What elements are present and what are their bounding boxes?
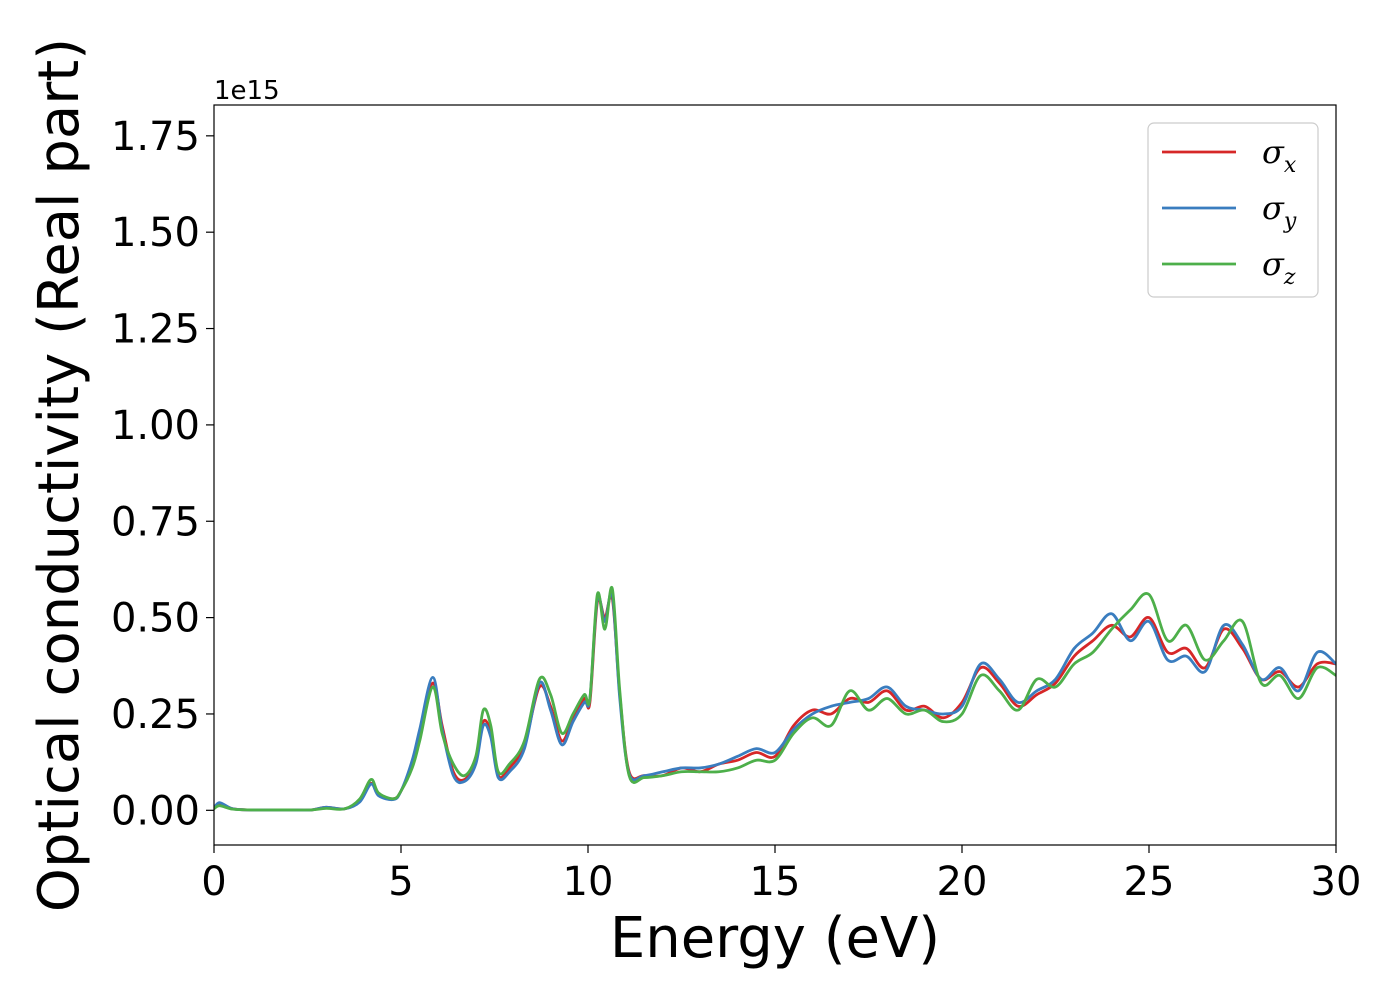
- series-line-y: [214, 590, 1336, 812]
- y-tick-label: 0.75: [111, 499, 200, 545]
- y-tick-label: 0.50: [111, 596, 200, 642]
- x-tick-label: 10: [563, 859, 614, 905]
- x-tick-label: 30: [1311, 859, 1362, 905]
- x-axis-label: Energy (eV): [610, 906, 940, 971]
- legend-frame: [1147, 122, 1319, 298]
- legend-label-x: σx: [1262, 133, 1297, 178]
- y-tick-label: 0.25: [111, 692, 200, 738]
- legend-label-y: σy: [1262, 189, 1297, 234]
- y-tick-label: 1.00: [111, 403, 200, 449]
- y-axis-ticks: 0.00 0.25 0.50 0.75 1.00 1.25 1.50 1.75: [111, 114, 214, 834]
- y-tick-label: 1.50: [111, 210, 200, 256]
- y-tick-label: 1.75: [111, 114, 200, 160]
- x-tick-label: 5: [388, 859, 413, 905]
- x-tick-label: 20: [937, 859, 988, 905]
- x-tick-label: 25: [1124, 859, 1175, 905]
- x-axis-ticks: 0 5 10 15 20 25 30: [201, 845, 1361, 905]
- y-tick-label: 1.25: [111, 307, 200, 353]
- series-line-z: [214, 586, 1336, 812]
- y-offset-label: 1e15: [214, 76, 280, 106]
- y-tick-label: 0.00: [111, 788, 200, 834]
- y-axis-label: Optical conductivity (Real part): [27, 38, 92, 912]
- x-tick-label: 0: [201, 859, 226, 905]
- x-tick-label: 15: [750, 859, 801, 905]
- series-layer: [214, 586, 1336, 812]
- series-line-x: [214, 594, 1336, 812]
